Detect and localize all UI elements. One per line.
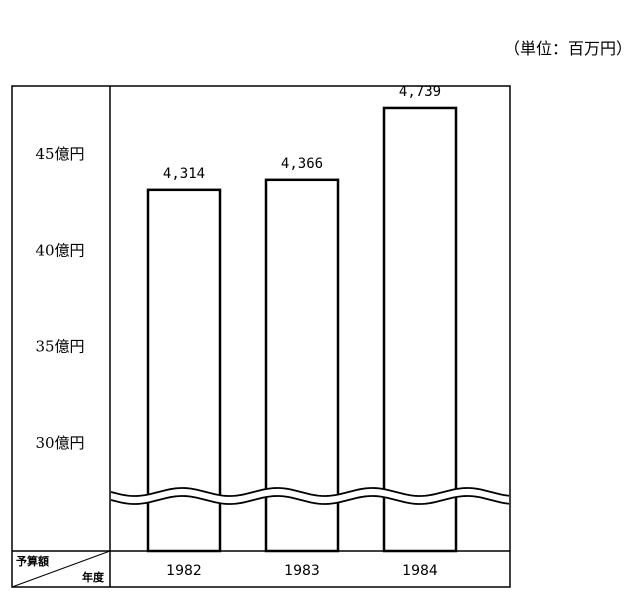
- chart-frame: [11, 85, 511, 588]
- y-tick-label: 45億円: [35, 145, 84, 163]
- corner-header-top-label: 予算額: [16, 554, 49, 568]
- y-axis-tick-labels: 30億円 35億円 40億円 45億円: [35, 145, 84, 452]
- axis-break-mask: [111, 488, 509, 504]
- x-axis-year-labels: 1982 1983 1984: [166, 563, 438, 579]
- x-tick-label-1982: 1982: [166, 563, 202, 579]
- y-tick-label: 40億円: [35, 241, 84, 259]
- y-tick-label: 35億円: [35, 338, 84, 356]
- value-labels-group: 4,314 4,366 4,739: [163, 84, 441, 182]
- x-tick-label-1984: 1984: [402, 563, 438, 579]
- bar-1984: [382, 106, 458, 553]
- axis-break-line-lower: [110, 495, 510, 505]
- axis-break-group: [110, 487, 510, 505]
- unit-note: （単位：百万円）: [504, 39, 632, 58]
- corner-header-bottom-label: 年度: [82, 570, 105, 584]
- y-tick-label: 30億円: [35, 434, 84, 452]
- corner-header-diagonal: [11, 550, 111, 588]
- value-label-1984: 4,739: [399, 84, 441, 100]
- value-label-1982: 4,314: [163, 166, 205, 182]
- x-tick-label-1983: 1983: [284, 563, 320, 579]
- axis-break-line-upper: [110, 487, 510, 497]
- value-label-1983: 4,366: [281, 156, 323, 172]
